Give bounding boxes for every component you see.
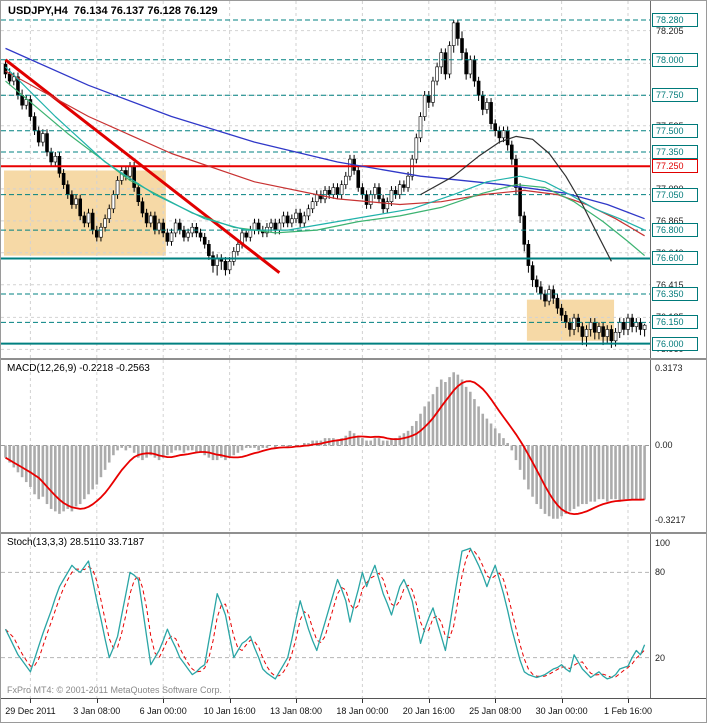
stoch-scale-100: 100 <box>655 538 671 548</box>
price-level-label: 77.750 <box>652 88 698 103</box>
grid <box>1 534 650 698</box>
zone-rect <box>526 299 615 341</box>
moving-averages <box>5 47 645 262</box>
price-level-label: 76.350 <box>652 286 698 301</box>
time-axis-label: 18 Jan 00:00 <box>336 706 389 716</box>
macd-canvas[interactable] <box>1 360 650 532</box>
price-chart-panel: 78.20577.97577.75077.53577.30577.09076.8… <box>1 1 706 358</box>
time-axis-label: 25 Jan 08:00 <box>469 706 522 716</box>
price-level-label: 78.280 <box>652 13 698 28</box>
time-axis-tick <box>229 699 231 703</box>
platform-watermark: FxPro MT4: © 2001-2011 MetaQuotes Softwa… <box>7 685 223 695</box>
supply-demand-zones <box>4 170 615 341</box>
stoch-scale-80: 80 <box>655 567 666 577</box>
stochastic-scale[interactable]: 100 80 20 <box>650 534 706 698</box>
price-level-label: 76.150 <box>652 315 698 330</box>
time-axis-label: 20 Jan 16:00 <box>402 706 455 716</box>
ma-teal <box>5 66 645 231</box>
price-scale-tick: 78.205 <box>656 25 684 36</box>
stochastic-canvas[interactable] <box>1 534 650 698</box>
time-axis[interactable]: 29 Dec 2011 3 Jan 08:00 6 Jan 00:00 10 Jan … <box>1 698 706 722</box>
macd-histogram <box>4 372 646 519</box>
time-axis-tick <box>96 699 98 703</box>
price-scale-tick: 76.415 <box>656 279 684 290</box>
panel-divider[interactable] <box>1 532 706 534</box>
time-axis-label: 29 Dec 2011 <box>5 706 56 716</box>
macd-label: MACD(12,26,9) -0.2218 -0.2563 <box>7 363 150 374</box>
ma-slow-blue <box>5 47 645 220</box>
panel-divider[interactable] <box>1 358 706 360</box>
macd-signal-line <box>5 380 645 516</box>
stoch-scale-20: 20 <box>655 653 666 663</box>
price-level-label: 77.250 <box>652 159 698 174</box>
macd-scale-zero: 0.00 <box>655 440 673 450</box>
macd-panel: 0.3173 0.00 -0.3217 MACD(12,26,9) -0.221… <box>1 360 706 532</box>
price-level-label: 76.600 <box>652 251 698 266</box>
time-axis-tick <box>296 699 297 703</box>
ma-black <box>420 135 612 262</box>
time-axis-tick <box>495 699 497 703</box>
price-level-label: 78.000 <box>652 52 698 67</box>
price-level-label: 76.000 <box>652 336 698 351</box>
horizontal-levels <box>1 19 650 345</box>
price-level-label: 76.800 <box>652 223 698 238</box>
time-axis-tick <box>30 699 32 703</box>
time-axis-label: 10 Jan 16:00 <box>203 706 256 716</box>
price-level-label: 77.350 <box>652 145 698 160</box>
stoch-main-line <box>4 547 646 680</box>
symbol-timeframe: USDJPY,H4 <box>8 5 68 17</box>
time-axis-label: 6 Jan 00:00 <box>139 706 187 716</box>
macd-scale-max: 0.3173 <box>655 363 683 373</box>
macd-scale-min: -0.3217 <box>655 515 686 525</box>
price-scale[interactable]: 78.20577.97577.75077.53577.30577.09076.8… <box>650 1 706 358</box>
time-axis-label: 1 Feb 16:00 <box>603 706 653 716</box>
time-axis-tick <box>163 699 165 703</box>
price-level-label: 77.050 <box>652 187 698 202</box>
macd-scale[interactable]: 0.3173 0.00 -0.3217 <box>650 360 706 532</box>
ohlc-quotes: 76.134 76.137 76.128 76.129 <box>73 5 218 17</box>
time-axis-tick <box>628 699 629 703</box>
price-scale-tick: 76.865 <box>656 215 684 226</box>
stochastic-panel: 100 80 20 Stoch(13,3,3) 28.5110 33.7187 … <box>1 534 706 698</box>
time-axis-label: 3 Jan 08:00 <box>73 706 121 716</box>
trendline <box>4 58 281 274</box>
price-level-label: 77.500 <box>652 123 698 138</box>
price-chart-canvas[interactable] <box>1 1 650 358</box>
stoch-label: Stoch(13,3,3) 28.5110 33.7187 <box>7 537 145 548</box>
time-axis-label: 30 Jan 00:00 <box>535 706 588 716</box>
time-axis-tick <box>428 699 430 703</box>
stoch-signal-line <box>5 549 645 678</box>
time-axis-tick <box>561 699 563 703</box>
chart-title: USDJPY,H4 76.134 76.137 76.128 76.129 <box>8 5 218 17</box>
time-axis-label: 13 Jan 08:00 <box>269 706 323 716</box>
time-axis-tick <box>362 699 364 703</box>
